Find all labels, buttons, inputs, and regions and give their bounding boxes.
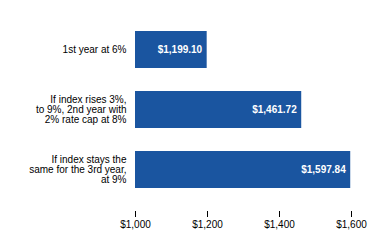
svg-text:$1,597.84: $1,597.84 bbox=[301, 164, 346, 175]
svg-text:1st year at 6%: 1st year at 6% bbox=[63, 44, 127, 55]
svg-text:If index stays thesame for the: If index stays thesame for the 3rd year,… bbox=[29, 154, 127, 185]
svg-text:$1,400: $1,400 bbox=[264, 219, 295, 230]
svg-text:$1,200: $1,200 bbox=[192, 219, 223, 230]
svg-text:$1,199.10: $1,199.10 bbox=[158, 44, 203, 55]
svg-text:$1,461.72: $1,461.72 bbox=[252, 104, 297, 115]
svg-text:$1,000: $1,000 bbox=[120, 219, 151, 230]
svg-text:If index rises 3%,to 9%, 2nd y: If index rises 3%,to 9%, 2nd year with2%… bbox=[36, 94, 127, 125]
svg-text:$1,600: $1,600 bbox=[336, 219, 367, 230]
